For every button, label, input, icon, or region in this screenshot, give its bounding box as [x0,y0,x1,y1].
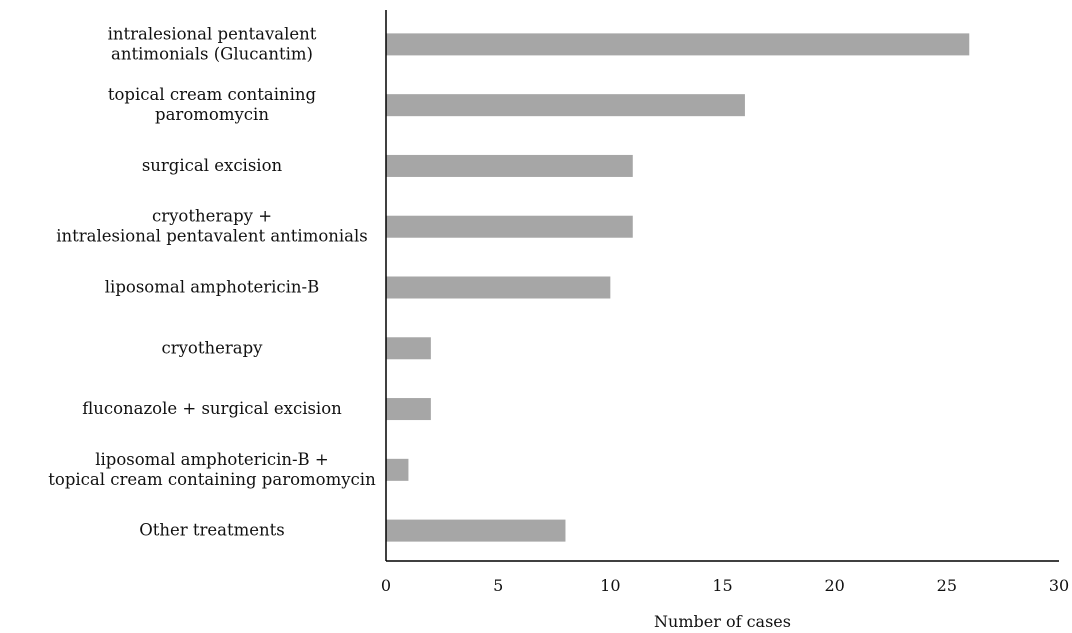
bar-8 [386,519,566,542]
x-tick-label: 5 [493,576,503,595]
category-label-2: surgical excision [142,156,283,175]
category-label-line: cryotherapy [161,338,263,357]
category-label-line: fluconazole + surgical excision [82,399,342,418]
category-label-line: topical cream containing [108,85,317,104]
category-label-line: antimonials (Glucantim) [111,44,313,63]
x-tick-label: 10 [600,576,620,595]
category-label-8: Other treatments [139,521,285,540]
category-label-0: intralesional pentavalent antimonials (Gl… [108,24,317,63]
category-label-line: Other treatments [139,521,285,540]
category-label-line: cryotherapy + [152,207,272,226]
bars-group [386,33,970,542]
x-tick-label: 20 [824,576,844,595]
category-label-line: paromomycin [155,105,269,124]
x-axis-title: Number of cases [654,612,791,631]
bar-7 [386,458,409,481]
category-label-line: liposomal amphotericin-B + [95,450,329,469]
category-label-line: intralesional pentavalent [108,24,317,43]
x-axis-ticks: 0 5 10 15 20 25 30 [381,576,1069,595]
category-label-3: cryotherapy + intralesional pentavalent a… [56,207,368,246]
x-tick-label: 15 [712,576,732,595]
category-label-line: intralesional pentavalent antimonials [56,227,368,246]
bar-6 [386,398,431,421]
x-tick-label: 30 [1049,576,1069,595]
category-label-1: topical cream containing paromomycin [108,85,317,124]
bar-3 [386,215,633,238]
bar-5 [386,337,431,360]
category-label-line: topical cream containing paromomycin [48,470,376,489]
bar-0 [386,33,970,56]
category-label-4: liposomal amphotericin-B [105,278,319,297]
category-labels: intralesional pentavalent antimonials (Gl… [48,24,376,539]
category-label-6: fluconazole + surgical excision [82,399,342,418]
bar-4 [386,276,611,299]
x-tick-label: 25 [937,576,957,595]
category-label-line: surgical excision [142,156,283,175]
bar-2 [386,154,633,177]
x-tick-label: 0 [381,576,391,595]
category-label-5: cryotherapy [161,338,263,357]
category-label-7: liposomal amphotericin-B + topical cream … [48,450,376,489]
bar-1 [386,94,745,117]
category-label-line: liposomal amphotericin-B [105,278,319,297]
